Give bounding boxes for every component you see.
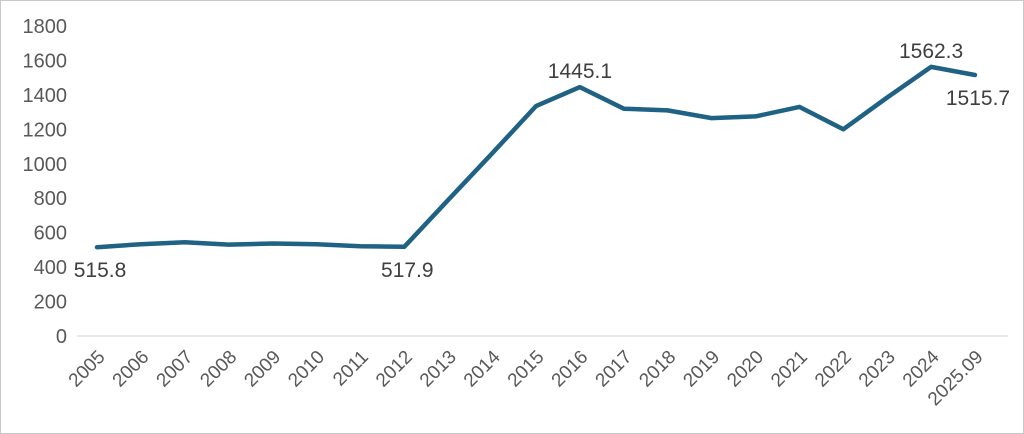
y-tick-label: 0: [56, 326, 67, 348]
x-tick-label: 2015: [504, 347, 549, 392]
data-label: 1445.1: [548, 60, 612, 83]
x-tick-label: 2014: [460, 346, 505, 391]
x-tick-label: 2019: [679, 347, 724, 392]
x-tick-label: 2012: [372, 347, 417, 392]
x-tick-label: 2013: [416, 347, 461, 392]
x-tick-label: 2016: [548, 347, 593, 392]
x-tick-label: 2009: [240, 347, 285, 392]
x-tick-label: 2011: [329, 347, 373, 391]
y-tick-label: 200: [34, 292, 67, 314]
data-label: 1562.3: [899, 40, 963, 63]
x-tick-label: 2020: [723, 347, 768, 392]
y-tick-label: 1000: [23, 154, 68, 176]
data-label: 515.8: [74, 259, 127, 282]
x-tick-label: 2023: [855, 347, 900, 392]
y-tick-label: 1200: [23, 119, 68, 141]
x-tick-label: 2005: [65, 347, 110, 392]
y-tick-label: 800: [34, 188, 67, 210]
x-tick-label: 2010: [284, 347, 329, 392]
x-tick-label: 2007: [153, 347, 198, 392]
y-tick-label: 400: [34, 257, 67, 279]
y-tick-label: 1800: [23, 16, 68, 38]
y-tick-label: 1600: [23, 50, 68, 72]
x-tick-label: 2006: [109, 347, 154, 392]
x-tick-label: 2017: [592, 347, 637, 392]
x-tick-label: 2022: [811, 347, 856, 392]
chart-line: [94, 64, 978, 250]
x-tick-label: 2021: [767, 347, 812, 392]
x-tick-label: 2008: [196, 347, 241, 392]
data-label: 1515.7: [946, 87, 1010, 110]
x-tick-label: 2018: [635, 347, 680, 392]
y-tick-label: 600: [34, 223, 67, 245]
y-tick-label: 1400: [23, 85, 68, 107]
data-label: 517.9: [381, 259, 434, 282]
